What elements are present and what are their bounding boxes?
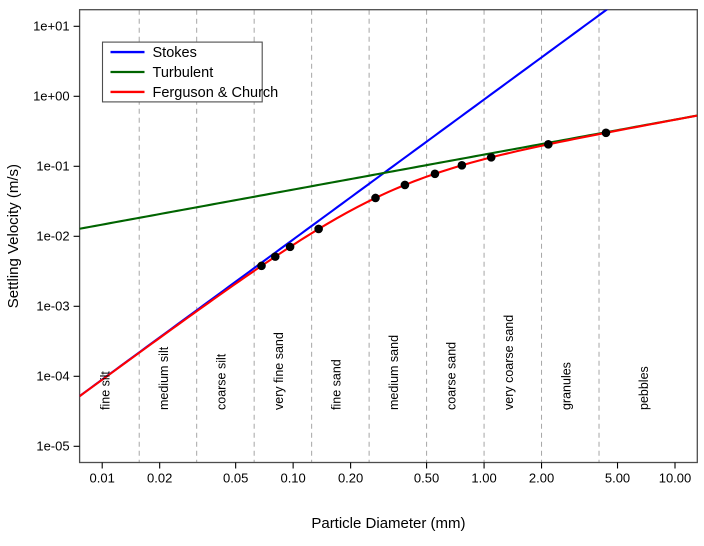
svg-text:1.00: 1.00 [471, 471, 496, 486]
svg-text:10.00: 10.00 [659, 471, 692, 486]
svg-text:1e-03: 1e-03 [36, 298, 69, 313]
svg-text:1e+01: 1e+01 [33, 18, 70, 33]
svg-text:coarse sand: coarse sand [444, 342, 458, 410]
svg-text:Stokes: Stokes [153, 45, 197, 61]
svg-text:very coarse sand: very coarse sand [502, 315, 516, 410]
svg-text:1e-01: 1e-01 [36, 158, 69, 173]
svg-text:1e-04: 1e-04 [36, 368, 69, 383]
svg-text:Settling Velocity (m/s): Settling Velocity (m/s) [5, 164, 22, 308]
svg-text:Ferguson & Church: Ferguson & Church [153, 85, 279, 101]
svg-text:medium sand: medium sand [387, 335, 401, 410]
svg-text:0.01: 0.01 [90, 471, 115, 486]
svg-text:medium silt: medium silt [157, 346, 171, 410]
svg-text:pebbles: pebbles [637, 366, 651, 410]
svg-text:0.02: 0.02 [147, 471, 172, 486]
svg-text:0.05: 0.05 [223, 471, 248, 486]
svg-text:Particle Diameter (mm): Particle Diameter (mm) [311, 515, 465, 532]
svg-text:2.00: 2.00 [529, 471, 554, 486]
svg-text:1e-05: 1e-05 [36, 438, 69, 453]
svg-text:coarse silt: coarse silt [214, 353, 228, 410]
svg-text:granules: granules [559, 362, 573, 410]
svg-text:1e+00: 1e+00 [33, 88, 70, 103]
svg-text:Turbulent: Turbulent [153, 65, 214, 81]
svg-text:fine silt: fine silt [98, 371, 112, 410]
svg-text:0.20: 0.20 [338, 471, 363, 486]
svg-text:very fine sand: very fine sand [272, 332, 286, 410]
svg-text:0.10: 0.10 [280, 471, 305, 486]
svg-text:5.00: 5.00 [605, 471, 630, 486]
svg-text:1e-02: 1e-02 [36, 228, 69, 243]
svg-text:0.50: 0.50 [414, 471, 439, 486]
svg-text:fine sand: fine sand [329, 359, 343, 410]
